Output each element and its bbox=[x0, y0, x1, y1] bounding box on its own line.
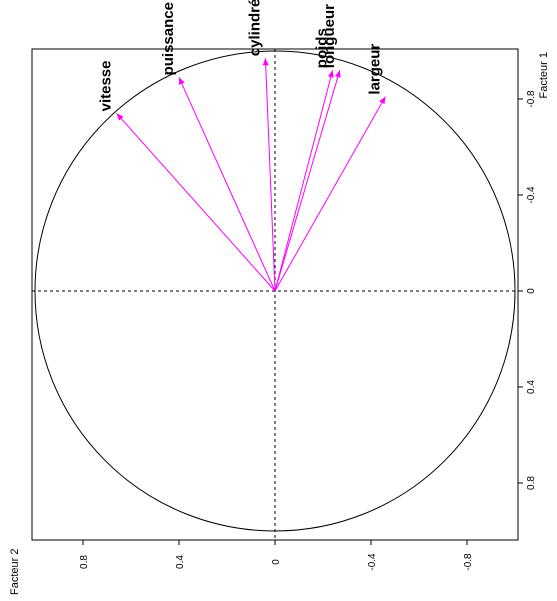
arrowhead-vitesse bbox=[116, 113, 124, 121]
unit-circle bbox=[34, 50, 516, 532]
arrowhead-poids bbox=[327, 70, 334, 78]
xtick-label: 0 bbox=[526, 288, 537, 294]
arrowhead-cylindree bbox=[262, 58, 269, 66]
arrowhead-puissance bbox=[179, 77, 185, 86]
label-largeur: largeur bbox=[366, 44, 383, 95]
ylabel: Facteur 2 bbox=[9, 549, 21, 595]
xtick-label: 0.8 bbox=[526, 476, 537, 490]
label-longueur: longueur bbox=[321, 4, 338, 68]
ytick-label: -0.4 bbox=[367, 553, 378, 571]
xtick-label: -0.8 bbox=[526, 90, 537, 108]
ytick-label: 0.4 bbox=[175, 555, 186, 569]
variable-arrows bbox=[116, 58, 386, 292]
arrow-vitesse bbox=[116, 113, 276, 292]
ytick-label: -0.8 bbox=[463, 553, 474, 571]
arrow-puissance bbox=[178, 77, 276, 292]
facteur2-ticks: 0.8 0.4 0 -0.4 -0.8 bbox=[79, 540, 474, 571]
arrow-cylindree bbox=[264, 58, 276, 292]
ytick-label: 0.8 bbox=[79, 555, 90, 569]
label-vitesse: vitesse bbox=[98, 61, 115, 112]
arrowhead-largeur bbox=[379, 96, 386, 105]
label-cylindree: cylindrée bbox=[246, 0, 263, 56]
label-puissance: puissance bbox=[160, 2, 177, 75]
arrowhead-longueur bbox=[334, 70, 341, 78]
ytick-label: 0 bbox=[271, 559, 282, 565]
xtick-label: -0.4 bbox=[526, 186, 537, 204]
arrow-largeur bbox=[274, 96, 386, 292]
arrow-longueur bbox=[274, 70, 341, 292]
xlabel: Facteur 1 bbox=[538, 52, 550, 98]
facteur1-ticks: -0.8 -0.4 0 0.4 0.8 bbox=[518, 90, 537, 490]
label-poids: poids bbox=[314, 28, 331, 68]
arrow-poids bbox=[274, 70, 334, 292]
xtick-label: 0.4 bbox=[526, 380, 537, 394]
